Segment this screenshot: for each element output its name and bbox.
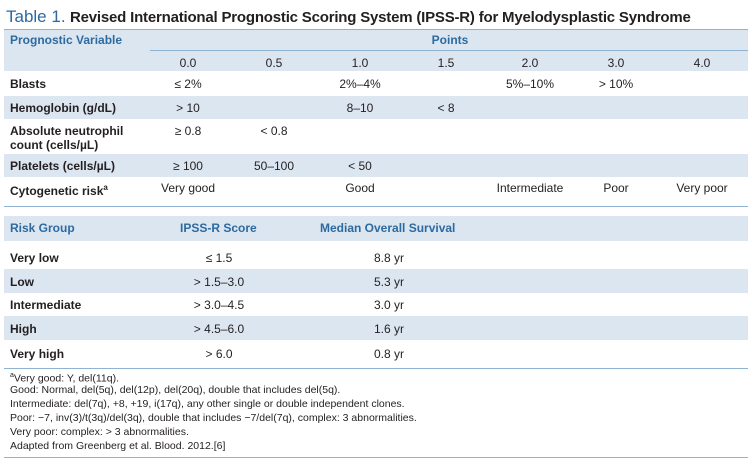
footnote-very-good: aVery good: Y, del(11q).	[10, 372, 119, 385]
row-band	[4, 269, 748, 293]
cell: > 10%	[598, 77, 634, 91]
survival-header: Median Overall Survival	[320, 221, 456, 235]
points-col-0-0: 0.0	[179, 56, 197, 70]
survival: 3.0 yr	[373, 298, 405, 312]
points-col-0-5: 0.5	[265, 56, 283, 70]
cell: ≤ 2%	[174, 77, 202, 91]
score-header: IPSS-R Score	[180, 221, 257, 235]
footnote-poor: Poor: −7, inv(3)/t(3q)/del(3q), double t…	[10, 412, 417, 424]
cell: < 50	[348, 159, 372, 173]
table2-header-band	[4, 216, 748, 241]
cell: 50–100	[253, 159, 295, 173]
points-header: Points	[431, 33, 469, 47]
risk-group: High	[10, 322, 37, 336]
section-divider	[4, 206, 748, 207]
cell: < 8	[437, 101, 455, 115]
cell: ≥ 0.8	[174, 124, 202, 138]
risk-group: Very low	[10, 251, 59, 265]
footnote-very-poor: Very poor: complex: > 3 abnormalities.	[10, 426, 189, 438]
score: ≤ 1.5	[205, 251, 233, 265]
table-caption: Revised International Prognostic Scoring…	[70, 9, 691, 26]
score: > 4.5–6.0	[193, 322, 245, 336]
score: > 3.0–4.5	[193, 298, 245, 312]
footnote-intermediate: Intermediate: del(7q), +8, +19, i(17q), …	[10, 398, 405, 410]
table-title: Table 1. Revised International Prognosti…	[6, 5, 691, 29]
score: > 1.5–3.0	[193, 275, 245, 289]
cell: Very good	[160, 181, 216, 195]
footnote-source: Adapted from Greenberg et al. Blood. 201…	[10, 440, 226, 452]
table-number: Table 1.	[6, 7, 66, 26]
cell: Good	[345, 181, 375, 195]
footnote-divider	[4, 368, 748, 369]
cell: 8–10	[346, 101, 374, 115]
cell: Very poor	[676, 181, 728, 195]
cell: > 10	[176, 101, 200, 115]
cell: 5%–10%	[505, 77, 555, 91]
survival: 0.8 yr	[373, 347, 405, 361]
row-band	[4, 96, 748, 119]
cell: Intermediate	[496, 181, 564, 195]
footnote-good: Good: Normal, del(5q), del(12p), del(20q…	[10, 384, 341, 396]
footnote-marker: a	[103, 183, 108, 192]
points-col-3-0: 3.0	[607, 56, 625, 70]
row-label: Hemoglobin (g/dL)	[10, 101, 116, 115]
risk-group-header: Risk Group	[10, 221, 75, 235]
cell: < 0.8	[260, 124, 288, 138]
row-label-line1: Absolute neutrophil	[10, 124, 124, 138]
survival: 5.3 yr	[373, 275, 405, 289]
score: > 6.0	[205, 347, 233, 361]
row-label: Cytogenetic riska	[10, 183, 108, 198]
prognostic-variable-header: Prognostic Variable	[10, 33, 123, 47]
risk-group: Intermediate	[10, 298, 82, 312]
survival: 8.8 yr	[373, 251, 405, 265]
points-col-2-0: 2.0	[521, 56, 539, 70]
points-rule	[150, 50, 748, 51]
points-col-1-0: 1.0	[351, 56, 369, 70]
row-band	[4, 154, 748, 177]
cell: 2%–4%	[339, 77, 381, 91]
risk-group: Very high	[10, 347, 65, 361]
row-label: Blasts	[10, 77, 47, 91]
row-label: Platelets (cells/µL)	[10, 159, 115, 173]
survival: 1.6 yr	[373, 322, 405, 336]
risk-group: Low	[10, 275, 34, 289]
points-col-1-5: 1.5	[437, 56, 455, 70]
points-col-4-0: 4.0	[693, 56, 711, 70]
row-band	[4, 316, 748, 340]
cell: Poor	[603, 181, 629, 195]
row-label-line2: count (cells/µL)	[10, 138, 99, 152]
table-frame: Prognostic Variable Points 0.0 0.5 1.0 1…	[4, 29, 748, 458]
cell: ≥ 100	[173, 159, 203, 173]
